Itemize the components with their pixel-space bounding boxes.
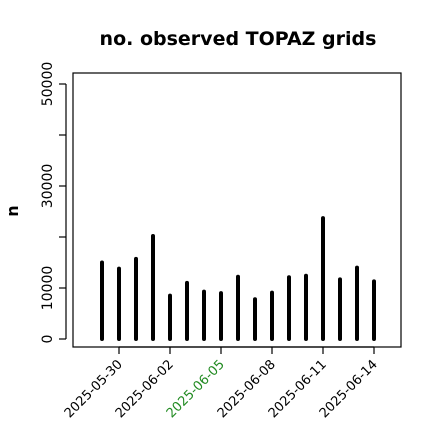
y-tick-label: 10000 [40, 266, 56, 311]
y-tick-label: 30000 [40, 164, 56, 209]
chart-title: no. observed TOPAZ grids [100, 28, 377, 50]
y-axis: 0 10000 30000 50000 [40, 62, 67, 344]
x-axis: 2025-05-302025-06-022025-06-052025-06-08… [62, 346, 381, 421]
bars [100, 216, 376, 341]
y-axis-label: n [3, 205, 22, 216]
y-tick-label: 50000 [40, 62, 56, 107]
y-tick-label: 0 [40, 335, 56, 344]
